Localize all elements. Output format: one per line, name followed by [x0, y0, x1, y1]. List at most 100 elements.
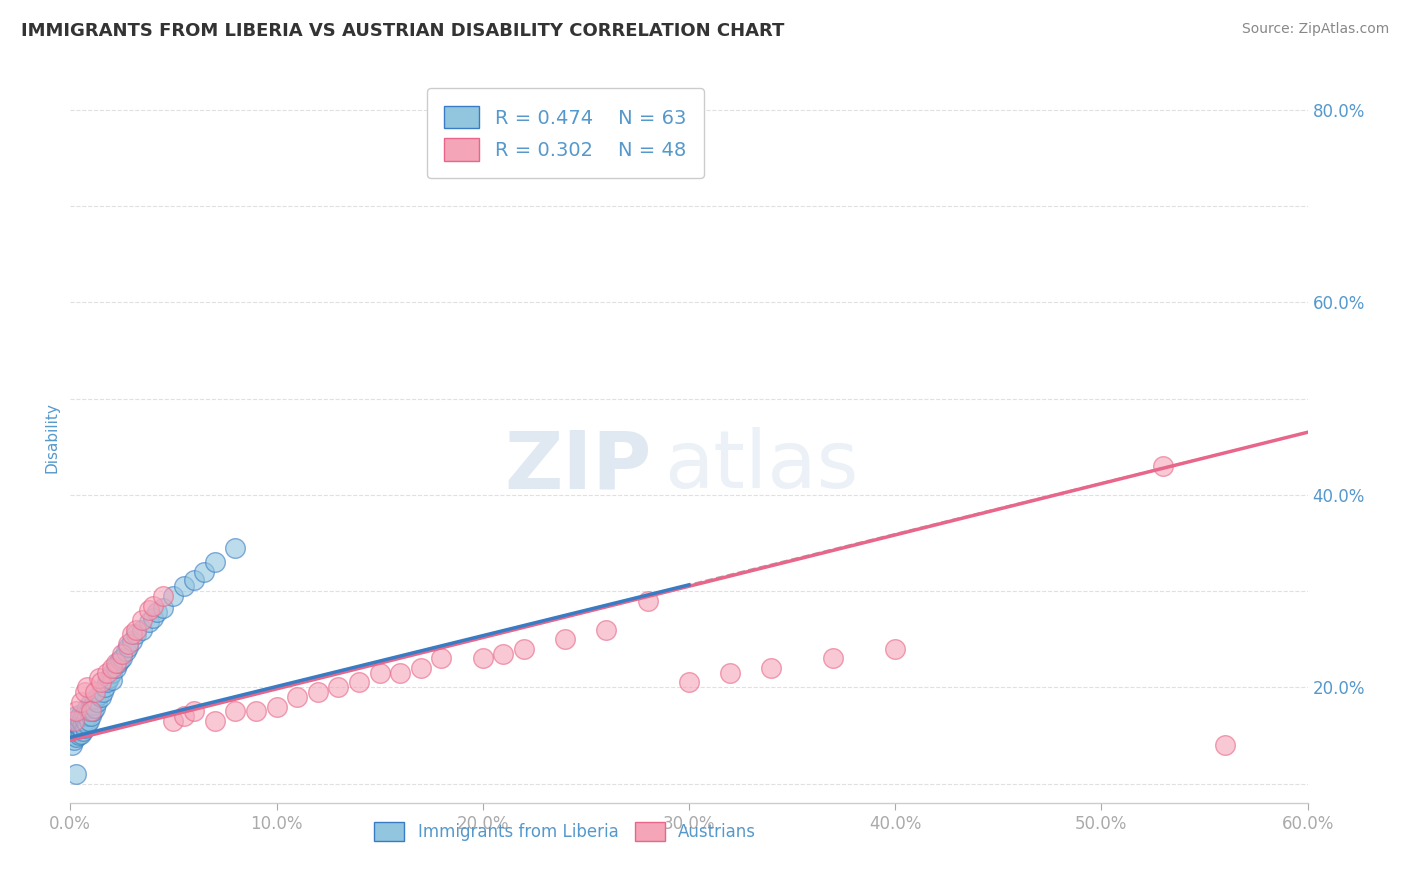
Point [73, 721, 96, 735]
Point [69, 695, 91, 709]
Point [125, 627, 148, 641]
Point [96, 675, 118, 690]
Text: IMMIGRANTS FROM LIBERIA VS AUSTRIAN DISABILITY CORRELATION CHART: IMMIGRANTS FROM LIBERIA VS AUSTRIAN DISA… [21, 22, 785, 40]
Point [73, 707, 96, 722]
Point [471, 651, 494, 665]
Point [152, 589, 174, 603]
Point [60, 728, 83, 742]
Point [65, 767, 87, 781]
Point [409, 661, 432, 675]
Point [146, 605, 169, 619]
Point [718, 665, 741, 680]
Point [76, 681, 98, 695]
Point [77, 705, 100, 719]
Point [138, 603, 160, 617]
Point [285, 690, 308, 704]
Point [111, 651, 134, 665]
Point [328, 681, 350, 695]
Point [89, 688, 111, 702]
Point [76, 701, 98, 715]
Point [115, 644, 138, 658]
Point [173, 579, 195, 593]
Point [63, 719, 86, 733]
Point [63, 714, 86, 728]
Point [89, 671, 111, 685]
Y-axis label: Disability: Disability [44, 401, 59, 473]
Point [121, 634, 143, 648]
Point [100, 665, 122, 680]
Text: atlas: atlas [664, 427, 859, 506]
Point [183, 573, 205, 587]
Point [307, 685, 329, 699]
Point [266, 699, 288, 714]
Point [430, 651, 453, 665]
Point [142, 611, 165, 625]
Point [72, 723, 94, 738]
Point [121, 627, 143, 641]
Point [193, 565, 215, 579]
Point [69, 707, 91, 722]
Point [131, 613, 153, 627]
Point [72, 717, 94, 731]
Point [80, 705, 103, 719]
Point [84, 701, 107, 715]
Point [152, 601, 174, 615]
Point [224, 705, 246, 719]
Point [823, 651, 845, 665]
Point [69, 714, 91, 728]
Point [224, 541, 246, 555]
Text: ZIP: ZIP [505, 427, 652, 506]
Point [86, 695, 108, 709]
Point [368, 665, 391, 680]
Point [104, 661, 127, 675]
Point [884, 641, 907, 656]
Point [245, 705, 267, 719]
Point [125, 623, 148, 637]
Point [82, 698, 104, 712]
Point [65, 709, 87, 723]
Point [69, 721, 91, 735]
Point [142, 599, 165, 613]
Text: Source: ZipAtlas.com: Source: ZipAtlas.com [1241, 22, 1389, 37]
Point [595, 623, 617, 637]
Point [84, 691, 107, 706]
Point [107, 657, 129, 671]
Point [492, 647, 515, 661]
Point [183, 705, 205, 719]
Point [100, 673, 122, 687]
Point [63, 733, 86, 747]
Point [117, 637, 139, 651]
Point [100, 661, 122, 675]
Point [82, 705, 104, 719]
Point [80, 701, 103, 715]
Point [63, 723, 86, 738]
Point [94, 681, 117, 695]
Point [80, 695, 103, 709]
Point [1152, 458, 1174, 473]
Point [347, 675, 370, 690]
Point [173, 709, 195, 723]
Point [131, 623, 153, 637]
Point [67, 711, 90, 725]
Point [761, 661, 783, 675]
Point [67, 719, 90, 733]
Point [138, 615, 160, 629]
Point [108, 653, 131, 667]
Point [76, 717, 98, 731]
Point [77, 714, 100, 728]
Point [162, 589, 184, 603]
Point [162, 714, 184, 728]
Point [117, 640, 139, 654]
Point [65, 723, 87, 738]
Point [69, 726, 91, 740]
Point [60, 738, 83, 752]
Point [513, 641, 536, 656]
Point [76, 709, 98, 723]
Point [67, 728, 90, 742]
Point [111, 647, 134, 661]
Point [72, 709, 94, 723]
Point [1213, 738, 1236, 752]
Point [90, 690, 112, 704]
Point [65, 717, 87, 731]
Point [80, 709, 103, 723]
